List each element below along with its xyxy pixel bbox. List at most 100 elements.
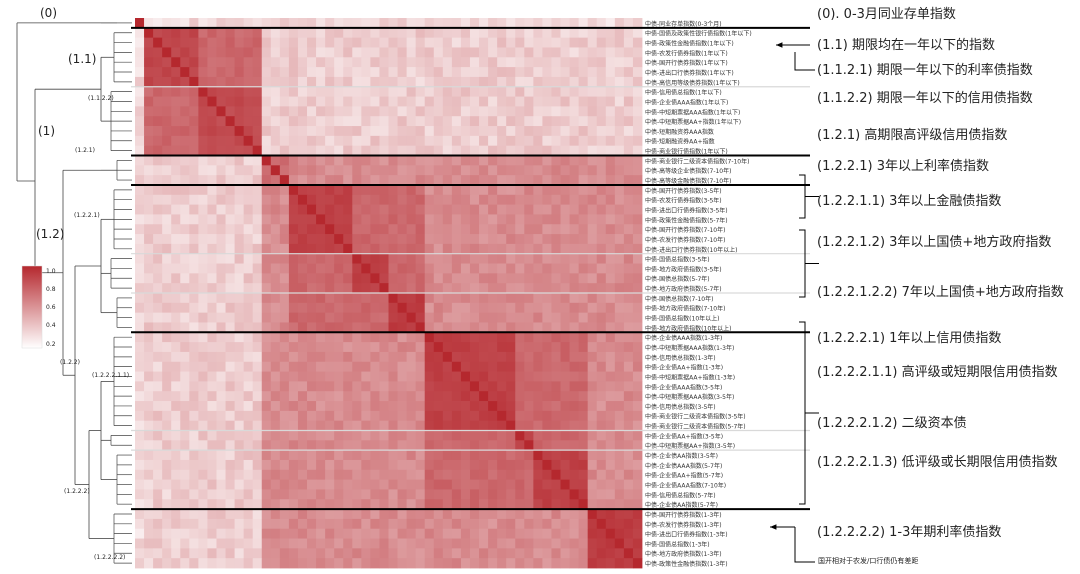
heatmap-cell bbox=[587, 342, 598, 353]
heatmap-cell bbox=[325, 322, 335, 333]
heatmap-cell bbox=[605, 430, 616, 441]
heatmap-cell bbox=[469, 263, 480, 274]
heatmap-cell bbox=[632, 528, 643, 539]
heatmap-cell bbox=[361, 214, 371, 225]
heatmap-cell bbox=[533, 499, 543, 510]
heatmap-cell bbox=[551, 342, 561, 353]
heatmap-cell bbox=[469, 332, 480, 343]
heatmap-cell bbox=[180, 489, 190, 500]
heatmap-cell bbox=[632, 499, 643, 510]
heatmap-cell bbox=[234, 184, 245, 196]
heatmap-cell bbox=[497, 430, 507, 441]
colorbar-tick-1: 1.0 bbox=[46, 268, 56, 275]
heatmap-cell bbox=[252, 332, 263, 343]
heatmap-cell bbox=[153, 459, 163, 471]
heatmap-cell bbox=[578, 184, 589, 196]
heatmap-cell bbox=[361, 302, 371, 314]
heatmap-cell bbox=[406, 518, 417, 530]
heatmap-cell bbox=[469, 27, 480, 39]
heatmap-cell bbox=[370, 135, 380, 147]
heatmap-cell bbox=[361, 155, 371, 166]
heatmap-cell bbox=[596, 135, 607, 147]
heatmap-cell bbox=[153, 450, 163, 461]
heatmap-cell bbox=[605, 342, 616, 353]
heatmap-cell bbox=[225, 342, 235, 353]
heatmap-cell bbox=[325, 67, 335, 78]
heatmap-cell bbox=[460, 253, 471, 264]
heatmap-cell bbox=[388, 106, 398, 117]
heatmap-cell bbox=[424, 459, 435, 471]
heatmap-cell bbox=[551, 243, 561, 255]
heatmap-cell bbox=[488, 342, 498, 353]
heatmap-cell bbox=[325, 184, 335, 196]
heatmap-cell bbox=[569, 558, 580, 569]
heatmap-cell bbox=[632, 253, 643, 264]
heatmap-cell bbox=[479, 57, 489, 68]
heatmap-cell bbox=[614, 440, 625, 451]
heatmap-cell bbox=[479, 86, 489, 97]
heatmap-cell bbox=[361, 509, 371, 520]
heatmap-cell bbox=[279, 332, 290, 343]
heatmap-cell bbox=[225, 293, 235, 304]
heatmap-cell bbox=[614, 243, 625, 255]
heatmap-cell bbox=[605, 86, 616, 97]
heatmap-cell bbox=[442, 234, 453, 245]
heatmap-cell bbox=[153, 57, 163, 68]
heatmap-cell bbox=[334, 27, 344, 39]
heatmap-cell bbox=[243, 459, 254, 471]
heatmap-cell bbox=[569, 18, 580, 29]
heatmap-cell bbox=[325, 273, 335, 284]
heatmap-cell bbox=[361, 116, 371, 127]
heatmap-cell bbox=[288, 57, 299, 68]
heatmap-cell bbox=[370, 558, 380, 569]
heatmap-cell bbox=[397, 96, 407, 107]
heatmap-cell bbox=[542, 253, 552, 264]
heatmap-cell bbox=[632, 381, 643, 392]
heatmap-cell bbox=[234, 126, 245, 137]
heatmap-cell bbox=[153, 440, 163, 451]
heatmap-cell bbox=[352, 214, 362, 225]
heatmap-cell bbox=[135, 528, 145, 539]
heatmap-cell bbox=[397, 37, 407, 48]
heatmap-cell bbox=[270, 322, 281, 333]
heatmap-cell bbox=[189, 135, 199, 147]
heatmap-cell bbox=[569, 518, 580, 530]
heatmap-cell bbox=[506, 479, 516, 490]
heatmap-cell bbox=[469, 548, 480, 559]
heatmap-cell bbox=[388, 410, 398, 422]
heatmap-cell bbox=[460, 194, 471, 206]
heatmap-cell bbox=[614, 116, 625, 127]
heatmap-cell bbox=[560, 489, 570, 500]
heatmap-cell bbox=[352, 293, 362, 304]
heatmap-cell bbox=[288, 538, 299, 549]
heatmap-cell bbox=[596, 410, 607, 422]
heatmap-cell bbox=[370, 391, 380, 402]
heatmap-cell bbox=[605, 293, 616, 304]
heatmap-cell bbox=[479, 332, 489, 343]
heatmap-cell bbox=[596, 469, 607, 481]
heatmap-cell bbox=[397, 293, 407, 304]
heatmap-cell bbox=[578, 332, 589, 343]
heatmap-cell bbox=[442, 371, 453, 382]
heatmap-cell bbox=[397, 420, 407, 431]
heatmap-cell bbox=[243, 234, 254, 245]
heatmap-cell bbox=[515, 165, 525, 176]
heatmap-cell bbox=[352, 67, 362, 78]
heatmap-cell bbox=[488, 381, 498, 392]
heatmap-cell bbox=[497, 155, 507, 166]
heatmap-cell bbox=[388, 135, 398, 147]
heatmap-cell bbox=[406, 489, 417, 500]
heatmap-cell bbox=[343, 224, 353, 235]
heatmap-cell bbox=[442, 214, 453, 225]
heatmap-cell bbox=[587, 548, 598, 559]
heatmap-cell bbox=[334, 86, 344, 97]
heatmap-cell bbox=[460, 518, 471, 530]
heatmap-cell bbox=[424, 116, 435, 127]
annotation-1-2-2-2-1: (1.2.2.2.1) 1年以上信用债指数 bbox=[817, 331, 1002, 346]
heatmap-cell bbox=[261, 243, 272, 255]
heatmap-cell bbox=[252, 155, 263, 166]
heatmap-cell bbox=[379, 253, 389, 264]
heatmap-cell bbox=[297, 381, 308, 392]
heatmap-cell bbox=[343, 184, 353, 196]
heatmap-cell bbox=[542, 47, 552, 58]
